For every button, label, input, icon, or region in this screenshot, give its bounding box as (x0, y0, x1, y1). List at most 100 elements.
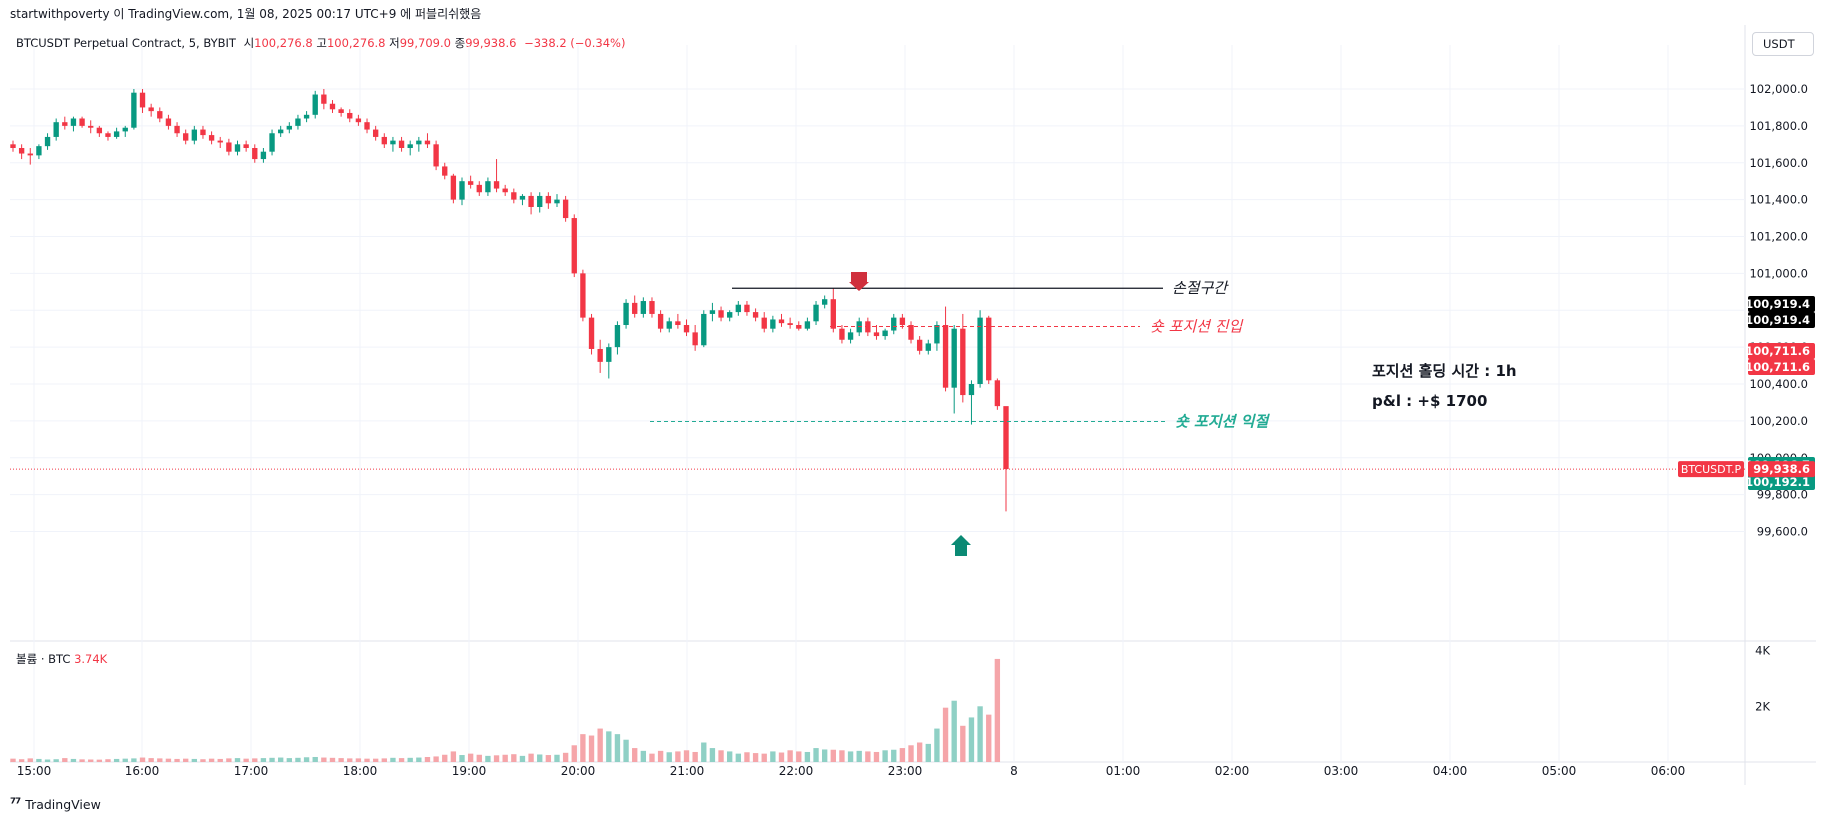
volume-bar (683, 750, 690, 762)
stop-price-tag-upper-bg (1748, 296, 1815, 312)
candle-body (588, 317, 595, 349)
entry-price-tag-upper: 100,711.6 (1745, 344, 1810, 358)
candle-body (502, 188, 508, 193)
candle-body (303, 114, 310, 119)
time-tick-label: 22:00 (779, 764, 814, 778)
price-tick-label: 99,800.0 (1757, 488, 1808, 502)
volume-bar (10, 758, 16, 762)
time-tick-label: 03:00 (1324, 764, 1359, 778)
candle-body (62, 122, 68, 126)
candle-body (545, 195, 552, 204)
volume-bar (899, 748, 906, 762)
candle-body (916, 339, 923, 351)
volume-legend: 볼륨 · BTC 3.74K (16, 651, 107, 667)
current-symbol-tag: BTCUSDT.P (1681, 463, 1742, 476)
volume-bar (511, 754, 517, 762)
time-tick-label: 16:00 (125, 764, 160, 778)
candle-body (735, 304, 741, 313)
volume-bar (614, 734, 621, 762)
candle-body (640, 301, 647, 314)
candle-body (226, 142, 232, 152)
volume-bar (105, 759, 111, 762)
candle-body (96, 127, 103, 134)
candle-body (122, 127, 128, 132)
volume-bar (191, 758, 198, 762)
volume-bar (381, 758, 387, 762)
candle-body (433, 144, 439, 167)
candle-body (493, 181, 500, 189)
volume-bar (157, 758, 163, 762)
volume-bar (27, 758, 33, 762)
candle-body (537, 195, 543, 207)
volume-bar (148, 758, 154, 762)
volume-bar (839, 750, 845, 762)
stop-price-tag-lower-bg (1748, 312, 1815, 328)
candle-body (804, 321, 811, 329)
candle-body (934, 325, 940, 344)
candle-body (960, 328, 966, 396)
candle-body (839, 328, 845, 340)
stop-zone-label: 손절구간 (1172, 279, 1229, 297)
candle-body (269, 133, 275, 152)
time-tick-label: 06:00 (1651, 764, 1686, 778)
candle-body (355, 118, 362, 123)
volume-bar (882, 750, 888, 762)
candle-body (580, 273, 586, 318)
pnl-text: p&l : +$ 1700 (1372, 392, 1488, 410)
candle-body (649, 301, 655, 314)
volume-bar (122, 758, 128, 762)
volume-bar (234, 758, 241, 762)
volume-bar (36, 758, 42, 762)
symbol-name[interactable]: BTCUSDT Perpetual Contract, 5, BYBIT (16, 36, 236, 50)
volume-bar (364, 758, 370, 762)
low-value: 99,709.0 (399, 36, 451, 50)
candle-body (157, 111, 163, 119)
price-tick-label: 101,800.0 (1749, 119, 1808, 133)
time-tick-label: 23:00 (888, 764, 923, 778)
candle-body (666, 321, 672, 329)
candle-body (398, 140, 405, 148)
candle-body (476, 184, 482, 193)
time-tick-label: 05:00 (1542, 764, 1577, 778)
volume-bar (450, 751, 457, 762)
candle-body (562, 199, 569, 219)
candle-body (986, 317, 992, 381)
volume-bar (62, 758, 68, 762)
candle-body (44, 136, 51, 147)
candle-body (675, 321, 681, 325)
volume-bar (597, 728, 603, 762)
volume-bar (286, 758, 292, 762)
candle-body (390, 140, 396, 145)
stop-price-tag-lower: 100,919.4 (1745, 313, 1810, 327)
candle-body (217, 140, 223, 143)
volume-bar (606, 731, 612, 762)
candle-body (243, 144, 249, 148)
candle-body (36, 146, 42, 156)
candle-body (200, 129, 206, 136)
footer-brand[interactable]: ⁷⁷ TradingView (10, 796, 101, 812)
candle-body (88, 125, 94, 128)
open-value: 100,276.8 (254, 36, 313, 50)
candle-body (321, 94, 327, 104)
candle-body (18, 148, 25, 154)
volume-bar (744, 752, 750, 762)
volume-bar (269, 757, 275, 762)
volume-bar (994, 658, 1001, 762)
candle-body (139, 92, 146, 108)
volume-bar (96, 759, 103, 762)
time-tick-label: 02:00 (1215, 764, 1250, 778)
candle-body (79, 118, 85, 126)
volume-bar (433, 756, 439, 762)
time-tick-label: 04:00 (1433, 764, 1468, 778)
candle-body (787, 323, 793, 325)
exit-price-tag-lower: 100,192.1 (1745, 475, 1810, 489)
candle-body (899, 317, 906, 325)
candle-body (657, 313, 664, 329)
volume-bar (372, 758, 379, 762)
currency-button[interactable]: USDT (1752, 32, 1814, 56)
volume-bar (718, 750, 724, 762)
candle-body (623, 302, 629, 325)
candle-body (606, 347, 612, 362)
time-tick-label: 19:00 (452, 764, 487, 778)
